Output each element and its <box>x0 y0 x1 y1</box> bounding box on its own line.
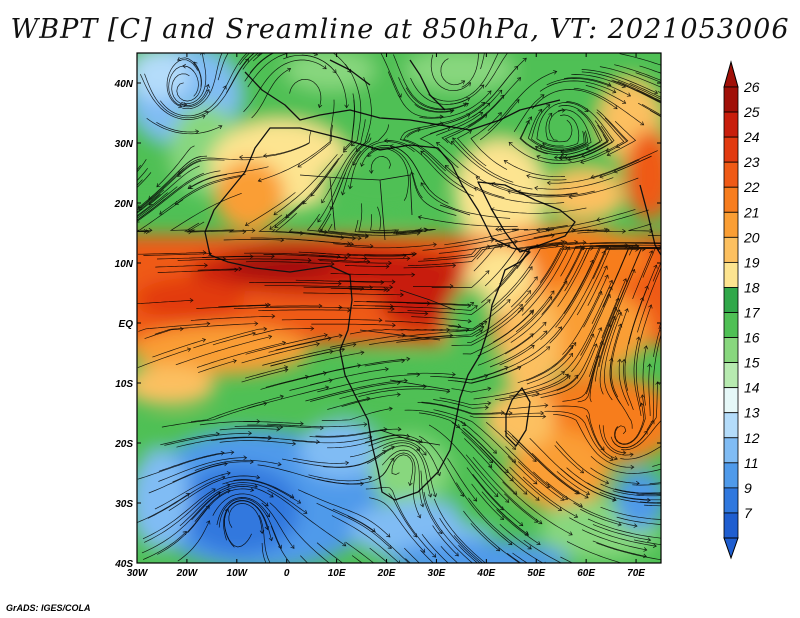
colorbar-swatch <box>723 387 739 414</box>
axis-ticks: 30W 20W 10W 0 10E 20E 30E 40E 50E 60E 70E 40N 30N 20N… <box>114 53 661 579</box>
colorbar-swatch <box>723 111 739 138</box>
colorbar-swatch <box>723 462 739 489</box>
x-tick-label: 70E <box>627 568 645 579</box>
country-borders <box>299 174 471 446</box>
x-tick-label: 20W <box>176 568 199 579</box>
colorbar-label: 12 <box>744 430 760 446</box>
colorbar-label: 23 <box>743 154 760 170</box>
plot-frame <box>136 52 662 564</box>
colorbar-bottom-arrow <box>723 537 739 560</box>
x-tick-label: 30E <box>428 568 446 579</box>
colorbar-swatch <box>723 337 739 364</box>
y-tick-label: 20S <box>114 439 133 450</box>
colorbar-label: 7 <box>744 505 753 521</box>
colorbar-swatch <box>723 186 739 213</box>
colorbar-swatch <box>723 437 739 464</box>
colorbar-label: 13 <box>744 405 760 421</box>
map-title: WBPT [C] and Sreamline at 850hPa, VT: 20… <box>10 14 790 45</box>
x-tick-label: 40E <box>476 568 495 579</box>
colorbar-label: 22 <box>743 179 760 195</box>
x-tick-label: 20E <box>377 568 396 579</box>
colorbar-swatch <box>723 412 739 439</box>
x-tick-label: 10W <box>227 568 249 579</box>
y-tick-label: 40N <box>114 79 134 90</box>
africa-coastline <box>204 127 531 501</box>
colorbar-top-arrow <box>723 60 739 88</box>
colorbar-swatch <box>723 211 739 238</box>
grads-credit: GrADS: IGES/COLA <box>6 603 91 613</box>
colorbar-swatch <box>723 236 739 263</box>
colorbar-label: 25 <box>743 104 760 120</box>
map-plot-area[interactable] <box>77 0 740 618</box>
y-tick-label: 10S <box>115 379 133 390</box>
colorbar-swatch <box>723 362 739 389</box>
colorbar-label: 14 <box>744 380 760 396</box>
streamlines <box>137 53 661 563</box>
colorbar-label: 18 <box>744 279 760 295</box>
colorbar-label: 20 <box>743 229 760 245</box>
y-tick-label: 40S <box>114 559 133 570</box>
colorbar-label: 16 <box>744 330 760 346</box>
y-tick-label: 30S <box>115 499 133 510</box>
colorbar-swatch <box>723 512 739 539</box>
colorbar-label: 11 <box>744 455 759 471</box>
y-tick-label: 20N <box>114 199 134 210</box>
europe-coast <box>244 71 561 131</box>
colorbar: 26 25 24 23 22 21 20 19 18 17 16 15 14 13 12 11 9 7 <box>723 60 761 560</box>
colorbar-swatch <box>723 261 739 288</box>
x-tick-label: 10E <box>328 568 346 579</box>
colorbar-label: 9 <box>744 480 752 496</box>
colorbar-label: 17 <box>744 305 761 321</box>
colorbar-label: 15 <box>744 355 760 371</box>
y-tick-label: 30N <box>115 139 134 150</box>
colorbar-swatch <box>723 487 739 514</box>
x-tick-label: 50E <box>527 568 545 579</box>
x-tick-label: 30W <box>127 568 149 579</box>
colorbar-label: 24 <box>743 129 760 145</box>
colorbar-label: 19 <box>744 254 760 270</box>
colorbar-swatch <box>723 161 739 188</box>
colorbar-swatch <box>723 86 739 113</box>
colorbar-swatch <box>723 136 739 163</box>
colorbar-label: 26 <box>743 79 760 95</box>
x-tick-label: 60E <box>577 568 595 579</box>
madagascar <box>505 387 531 447</box>
colorbar-swatch <box>723 287 739 313</box>
colorbar-swatch <box>723 312 739 338</box>
x-tick-label: 0 <box>284 568 290 579</box>
y-tick-label: EQ <box>119 319 134 330</box>
y-tick-label: 10N <box>115 259 134 270</box>
colorbar-label: 21 <box>743 204 760 220</box>
